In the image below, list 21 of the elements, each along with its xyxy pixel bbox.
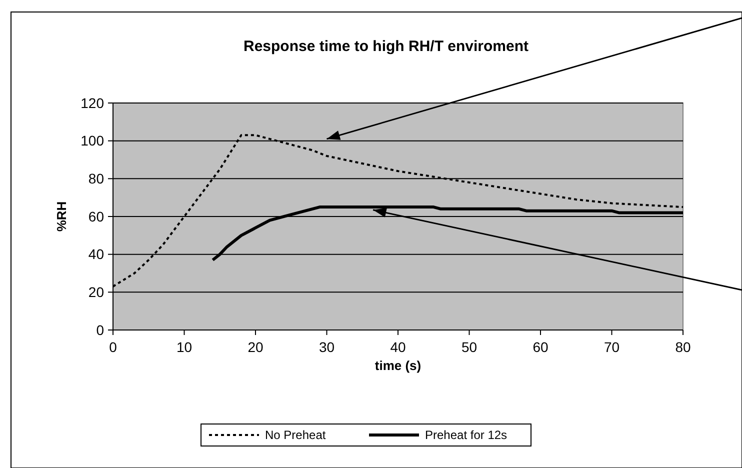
legend-label: Preheat for 12s [425,428,508,442]
y-tick-label: 20 [88,284,104,300]
x-tick-label: 0 [109,339,118,355]
x-tick-label: 50 [461,339,478,355]
y-tick-label: 60 [88,208,104,224]
x-axis-title: time (s) [374,358,422,373]
y-tick-label: 0 [96,322,104,338]
y-axis-title: %RH [54,201,69,232]
y-tick-label: 80 [88,170,104,187]
y-tick-label: 100 [80,132,104,149]
y-tick-label: 120 [80,94,104,111]
x-tick-label: 10 [176,339,192,355]
chart-title: Response time to high RH/T enviroment [243,38,529,55]
y-tick-label: 40 [88,246,104,262]
legend-label: No Preheat [265,428,326,442]
x-tick-label: 30 [318,339,335,355]
x-tick-label: 20 [248,339,264,355]
x-tick-label: 70 [604,339,620,355]
x-tick-label: 60 [532,339,548,355]
x-tick-label: 80 [675,339,691,355]
x-tick-label: 40 [390,339,406,355]
